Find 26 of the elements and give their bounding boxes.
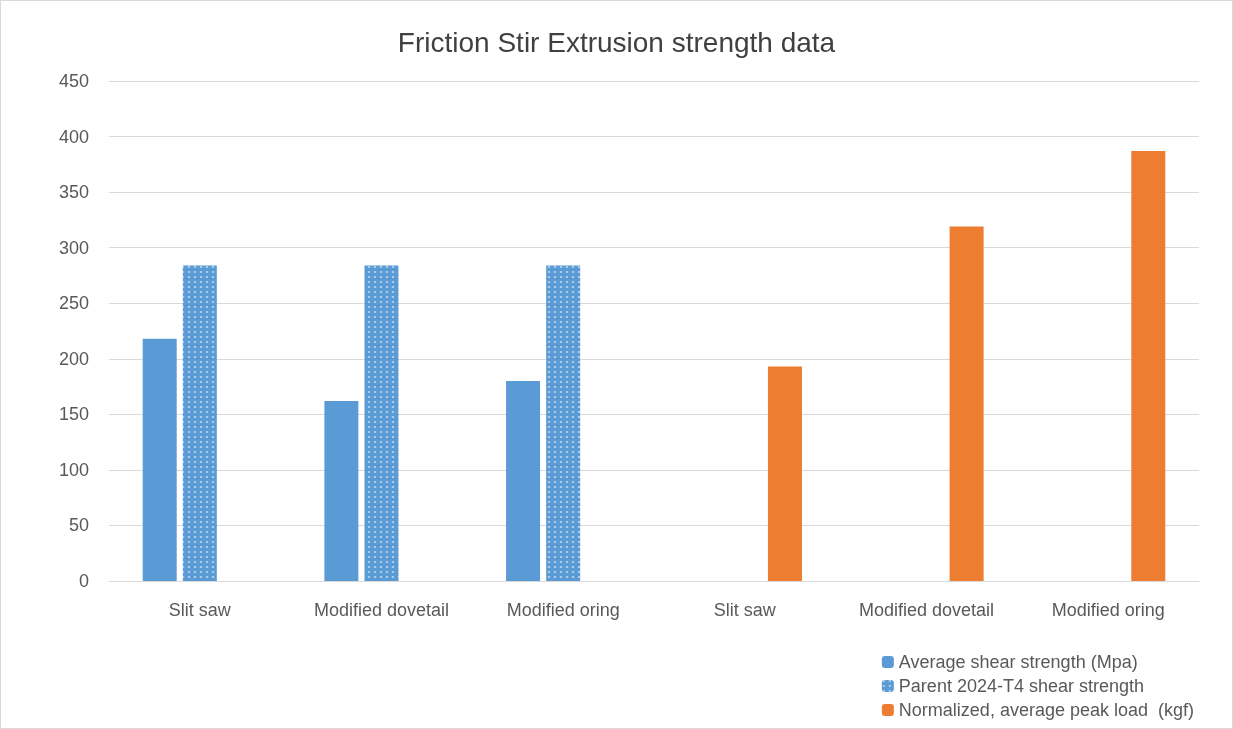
bar: [1131, 151, 1166, 581]
y-tick-label: 50: [68, 515, 89, 536]
bar: [949, 226, 984, 581]
y-tick-label: 250: [58, 293, 89, 314]
x-tick-label: Modified dovetail: [313, 600, 450, 620]
chart-title: Friction Stir Extrusion strength data: [397, 26, 836, 58]
y-tick-label: 400: [58, 126, 89, 147]
y-tick-label: 100: [58, 459, 89, 480]
y-tick-label: 350: [58, 182, 89, 203]
y-tick-label: 450: [58, 71, 89, 91]
bar: [324, 401, 359, 581]
bar: [142, 338, 177, 581]
x-tick-label: Modified oring: [506, 600, 620, 620]
y-tick-label: 150: [58, 404, 89, 425]
x-tick-label: Slit saw: [168, 600, 232, 620]
legend-label: Normalized, average peak load (kgf): [898, 700, 1195, 720]
y-tick-label: 200: [58, 348, 89, 369]
legend-label: Average shear strength (Mpa): [898, 652, 1138, 672]
y-tick-label: 300: [58, 237, 89, 258]
bar: [506, 381, 541, 581]
x-tick-label: Slit saw: [713, 600, 777, 620]
bar: [767, 366, 802, 581]
x-tick-label: Modified oring: [1051, 600, 1165, 620]
x-tick-label: Modified dovetail: [858, 600, 995, 620]
legend-label: Parent 2024-T4 shear strength: [898, 676, 1145, 696]
y-tick-label: 0: [78, 571, 89, 591]
